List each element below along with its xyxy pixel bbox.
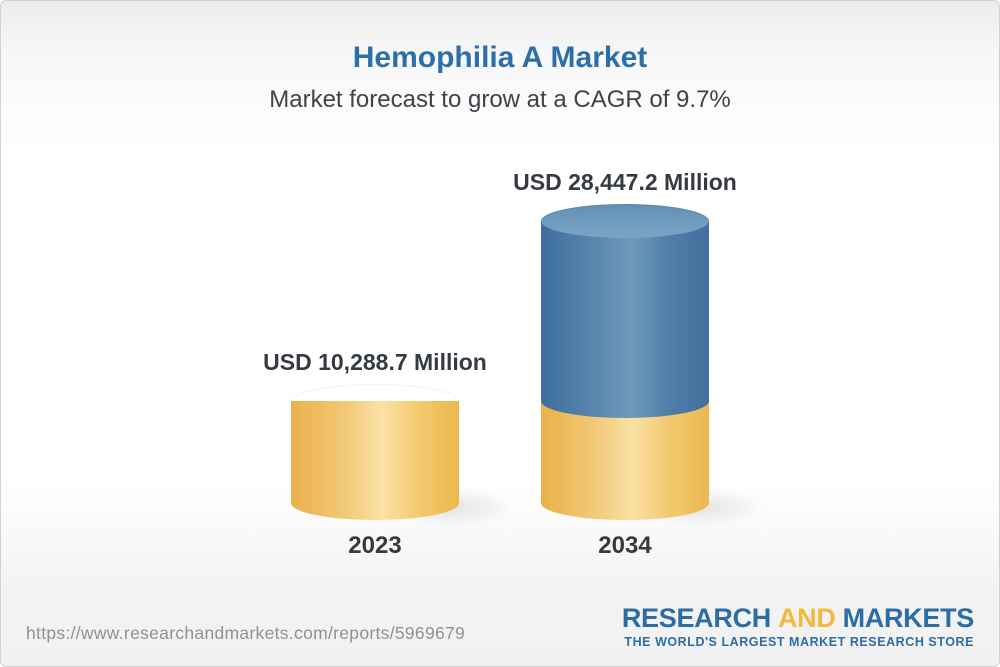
logo-tagline: THE WORLD'S LARGEST MARKET RESEARCH STOR… (624, 635, 974, 649)
logo-wordmark: RESEARCH AND MARKETS (622, 604, 974, 632)
research-and-markets-logo: RESEARCH AND MARKETS THE WORLD'S LARGEST M… (622, 604, 974, 649)
category-label-2023: 2023 (348, 532, 402, 559)
logo-word-research: RESEARCH (621, 603, 771, 633)
logo-word-and: AND (777, 603, 836, 633)
cylinder-segment-base (291, 401, 459, 520)
logo-word-markets: MARKETS (842, 603, 975, 633)
category-label-2034: 2034 (598, 532, 652, 559)
report-url: https://www.researchandmarkets.com/repor… (26, 623, 466, 643)
header: Hemophilia A Market Market forecast to g… (1, 41, 999, 114)
value-label-2023: USD 10,288.7 Million (263, 349, 487, 375)
page-subtitle: Market forecast to grow at a CAGR of 9.7… (269, 86, 731, 113)
page-title: Hemophilia A Market (352, 41, 648, 74)
cylinder-segment-base (541, 401, 709, 520)
cylinder-top-ellipse (291, 384, 459, 418)
cylinder-top-ellipse (541, 204, 709, 238)
value-label-2034: USD 28,447.2 Million (513, 169, 737, 195)
cylinder-segment-growth (541, 221, 709, 418)
